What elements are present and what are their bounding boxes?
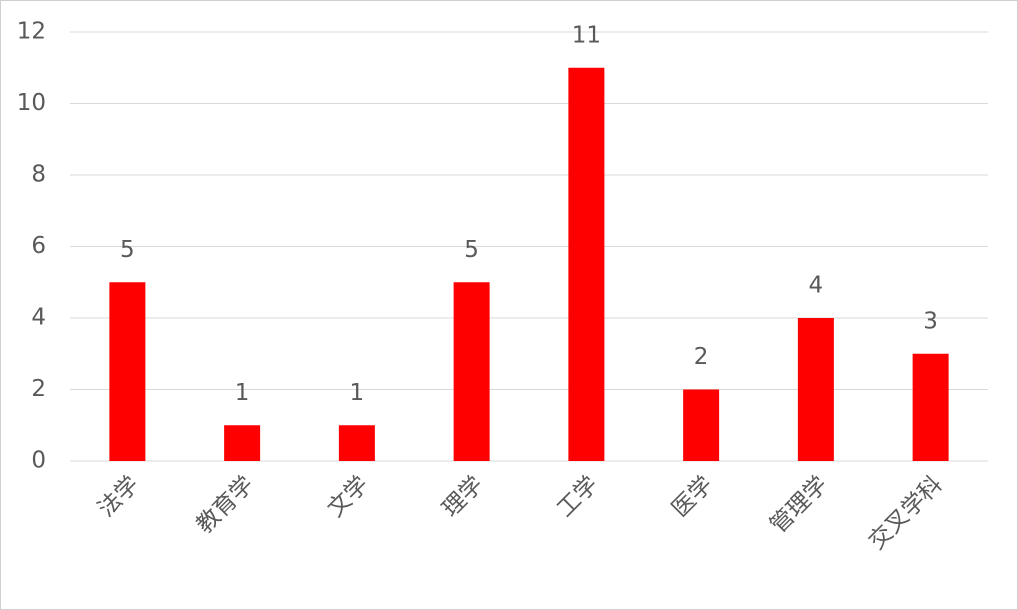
bar xyxy=(224,425,261,461)
y-tick-label: 2 xyxy=(31,376,46,402)
y-tick-label: 8 xyxy=(31,162,46,188)
bar xyxy=(797,318,834,461)
data-label: 1 xyxy=(235,380,250,406)
y-tick-label: 10 xyxy=(17,90,46,116)
data-label: 5 xyxy=(464,237,479,263)
bar xyxy=(683,389,720,461)
y-tick-label: 4 xyxy=(31,305,46,331)
data-label: 4 xyxy=(809,273,824,299)
bar xyxy=(109,282,146,461)
data-label: 5 xyxy=(120,237,135,263)
data-label: 1 xyxy=(350,380,365,406)
y-tick-label: 0 xyxy=(31,448,46,474)
bar xyxy=(568,67,605,461)
data-label: 2 xyxy=(694,344,709,370)
bar xyxy=(453,282,490,461)
bar xyxy=(912,353,949,461)
data-label: 3 xyxy=(923,308,938,334)
data-label: 11 xyxy=(572,22,601,48)
bar xyxy=(338,425,375,461)
y-tick-label: 12 xyxy=(17,19,46,45)
y-tick-label: 6 xyxy=(31,233,46,259)
